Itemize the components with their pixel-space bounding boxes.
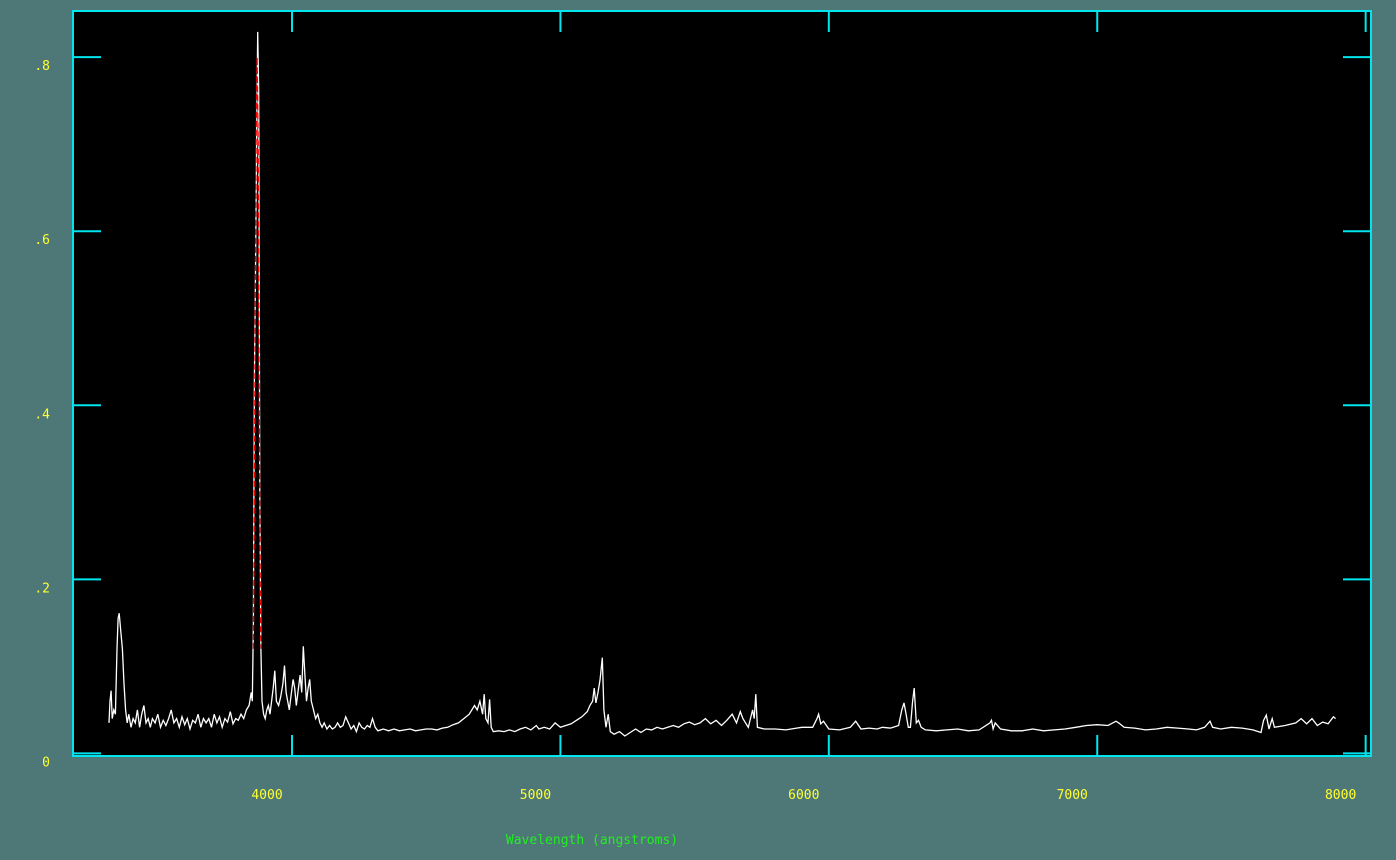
y-tick-label: 0 xyxy=(42,755,50,770)
fit-line xyxy=(252,57,262,649)
y-tick-label: .4 xyxy=(34,407,50,422)
x-tick-label: 4000 xyxy=(251,788,282,803)
x-axis-title: Wavelength (angstroms) xyxy=(506,833,678,848)
series-layer xyxy=(108,31,1337,737)
plot-area xyxy=(73,11,1371,756)
x-tick-label: 6000 xyxy=(788,788,819,803)
y-tick-label: .2 xyxy=(34,581,50,596)
y-tick-label: .8 xyxy=(34,59,50,74)
y-tick-label: .6 xyxy=(34,233,50,248)
x-tick-label: 7000 xyxy=(1057,788,1088,803)
x-tick-label: 8000 xyxy=(1325,788,1356,803)
axis-ticks: 4000 5000 6000 7000 8000 0 .2 .4 .6 .8 xyxy=(34,11,1371,803)
x-tick-label: 5000 xyxy=(520,788,551,803)
spectrum-line xyxy=(108,31,1337,737)
plot-frame xyxy=(72,10,1372,757)
